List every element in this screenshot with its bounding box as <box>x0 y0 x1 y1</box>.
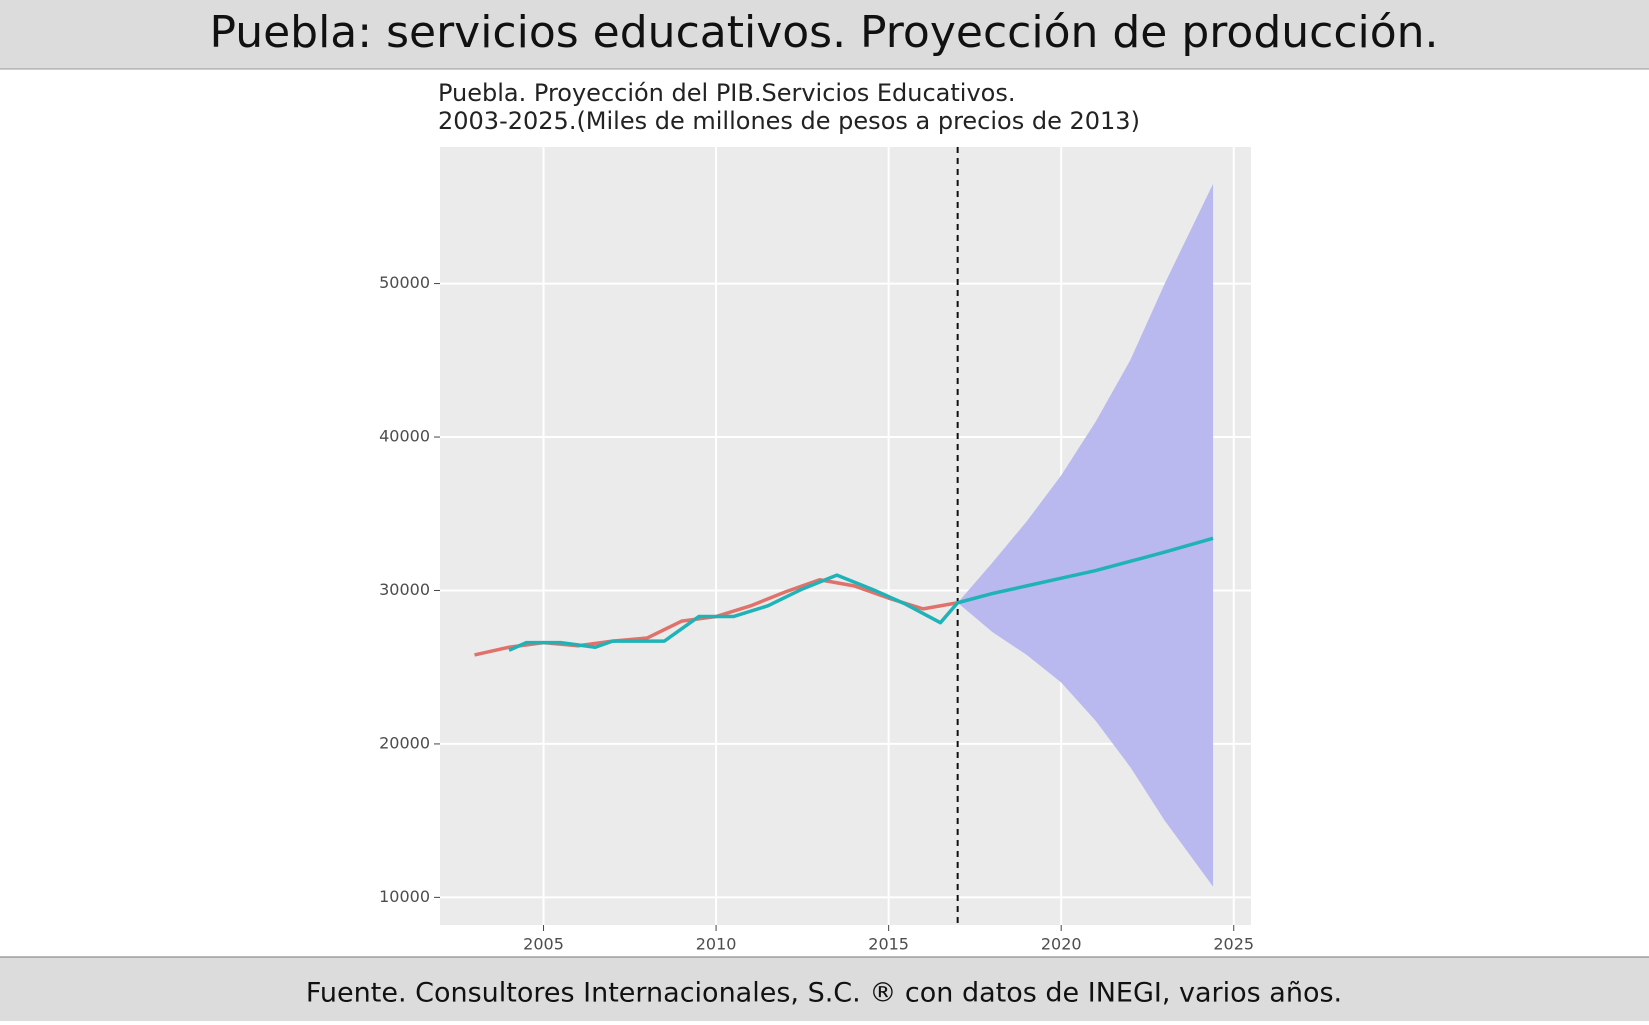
page-title: Puebla: servicios educativos. Proyección… <box>209 7 1438 58</box>
forecast-band <box>957 183 1214 887</box>
chart-title: Puebla. Proyección del PIB.Servicios Edu… <box>438 79 1016 107</box>
y-tick-label: 20000 <box>379 733 430 752</box>
y-tick-label: 30000 <box>379 580 430 599</box>
header-band <box>0 0 1649 69</box>
x-tick-label: 2010 <box>696 935 737 954</box>
y-tick-label: 50000 <box>379 273 430 292</box>
x-tick-label: 2015 <box>868 935 909 954</box>
chart-title: 2003-2025.(Miles de millones de pesos a … <box>438 107 1140 135</box>
x-tick-label: 2025 <box>1213 935 1254 954</box>
y-tick-label: 40000 <box>379 427 430 446</box>
y-tick-label: 10000 <box>379 887 430 906</box>
series-line <box>508 536 1214 652</box>
x-tick-label: 2020 <box>1041 935 1082 954</box>
x-tick-label: 2005 <box>523 935 564 954</box>
footer-band <box>0 957 1649 1021</box>
source-note: Fuente. Consultores Internacionales, S.C… <box>306 978 1342 1009</box>
